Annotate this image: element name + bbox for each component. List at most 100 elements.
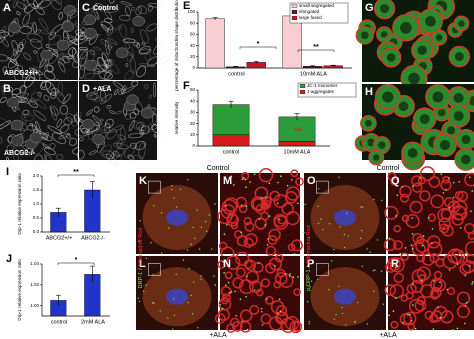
mito [217,209,233,225]
zoom-box [148,263,161,276]
mito [275,311,289,325]
cell-texture [144,53,152,61]
puncta [168,227,170,229]
puncta [452,329,454,331]
puncta [223,233,226,235]
cell-texture [74,114,81,123]
puncta [266,244,269,246]
mito [243,237,254,248]
micro-panel [354,84,474,171]
mito [384,205,399,220]
puncta [347,235,349,237]
puncta [261,324,264,326]
puncta [152,273,154,276]
puncta [412,185,414,187]
cell-texture [130,142,137,149]
puncta [359,237,362,240]
cell-texture [97,57,108,71]
cell-texture [59,104,69,115]
significance: *** [294,128,302,135]
mito [268,228,281,242]
puncta [373,290,375,293]
cell-texture [88,124,98,141]
cell-texture [140,125,150,135]
cell-texture [117,134,126,140]
puncta [410,319,413,322]
puncta [289,275,291,277]
cell-texture [20,148,26,154]
significance-bracket [57,262,95,265]
cell-texture [119,14,131,21]
puncta [439,316,442,319]
puncta [204,220,207,223]
cell-texture [0,54,9,62]
cell-texture [99,118,104,122]
puncta [257,262,260,264]
cell-texture [114,110,123,115]
cell-texture [16,65,24,73]
mito [221,293,231,303]
y-tick-label: 1.0 [33,201,40,206]
puncta [293,253,296,255]
cell-texture [155,37,159,42]
cell-texture [99,144,113,156]
cell-texture [28,100,38,109]
mito [393,240,403,250]
puncta [227,281,230,284]
puncta [366,248,368,250]
puncta [276,202,279,205]
cell-texture [100,39,113,48]
cell-texture [132,154,143,164]
nucleus [6,97,20,108]
cell-texture [0,137,3,144]
puncta [317,205,319,208]
puncta [411,217,413,219]
cell-texture [63,117,73,126]
puncta [137,297,139,299]
puncta [139,220,141,222]
puncta [328,223,331,225]
cell-texture [52,132,66,144]
cell-texture [127,154,135,161]
mito [245,270,259,285]
mito [264,295,274,305]
mito [290,169,299,178]
cell-texture [47,88,59,94]
puncta [395,266,397,269]
mito [243,259,253,269]
significance: * [75,257,78,264]
nucleus [419,114,430,124]
nucleus [446,126,456,135]
puncta [409,313,411,316]
puncta [322,228,324,231]
legend-box [297,82,357,98]
cell-texture [45,44,50,49]
puncta [198,248,201,250]
micro-panel [0,0,86,91]
cell-texture [66,55,74,60]
puncta [291,178,293,181]
puncta [343,246,346,249]
cell-texture [43,70,56,81]
mito [454,190,464,200]
puncta [138,300,141,303]
cell-texture [6,157,11,171]
group-header: +ALA [379,332,397,339]
mito [276,268,286,278]
cell-texture [107,28,111,34]
y-tick-label: 40 [190,43,196,48]
puncta [388,237,391,240]
puncta [190,243,192,245]
cell-texture [100,93,113,105]
puncta [431,242,433,245]
mito [383,238,397,252]
panel-letter: R [391,258,399,270]
mito [464,222,474,234]
mito [400,252,409,261]
image-caption: Control [93,5,118,12]
cell-texture [35,99,47,110]
micro-panel [136,173,218,254]
cell-texture [100,123,111,132]
cell-texture [92,114,102,125]
